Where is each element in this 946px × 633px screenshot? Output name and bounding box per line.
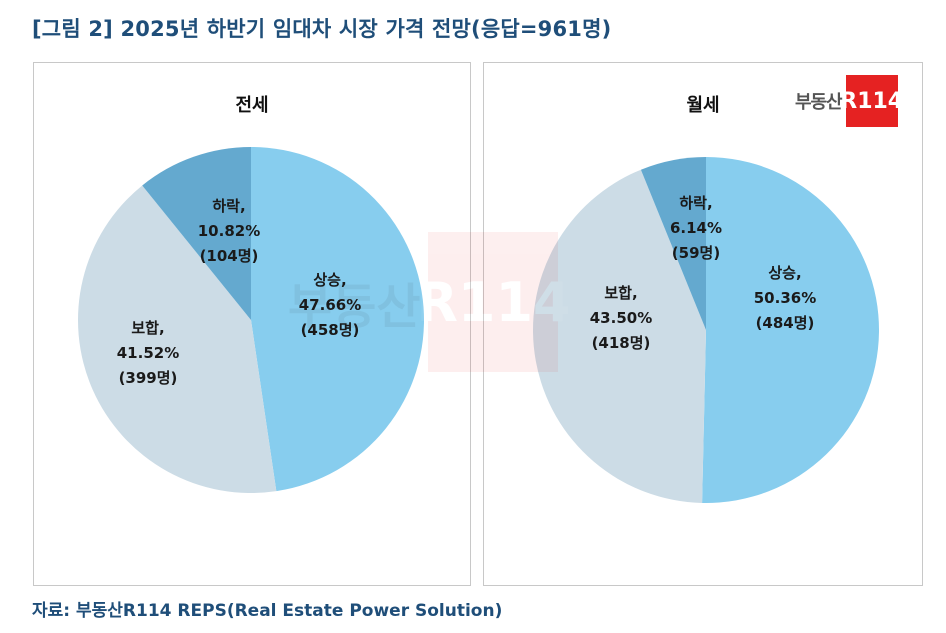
r114-logo: 부동산 R114 (795, 75, 903, 127)
slice-count-label: (418명) (592, 334, 651, 352)
logo-mark: R114 (840, 75, 903, 127)
slice-count-label: (399명) (119, 369, 178, 387)
slice-name-label: 보합, (604, 284, 637, 302)
pie-panel-jeonse: 전세 상승, 47.66% (458명) 보합, 41.52% (399명) 하락, 10.8… (33, 62, 471, 586)
slice-percent-label: 50.36% (754, 289, 816, 307)
slice-percent-label: 47.66% (299, 296, 361, 314)
source-note: 자료: 부동산R114 REPS(Real Estate Power Solut… (32, 601, 503, 621)
logo-text: 부동산 (795, 92, 843, 113)
slice-percent-label: 10.82% (198, 222, 260, 240)
slice-name-label: 하락, (212, 197, 245, 215)
pie-slice-2 (640, 157, 706, 330)
slice-percent-label: 6.14% (670, 219, 722, 237)
slice-count-label: (458명) (301, 321, 360, 339)
pie-chart-wolse: 상승, 50.36% (484명) 보합, 43.50% (418명) 하락, 6.14% (5… (533, 157, 879, 503)
pie-title-jeonse: 전세 (235, 95, 269, 116)
pie-slice-1 (533, 169, 706, 503)
slice-name-label: 상승, (768, 264, 801, 282)
slice-name-label: 상승, (313, 271, 346, 289)
slice-name-label: 하락, (679, 194, 712, 212)
pie-slice-0 (251, 147, 424, 492)
pie-slice-1 (78, 185, 277, 493)
slice-percent-label: 41.52% (117, 344, 179, 362)
pie-slice-0 (702, 157, 879, 503)
pie-title-wolse: 월세 (686, 95, 720, 116)
slice-count-label: (484명) (756, 314, 815, 332)
slice-count-label: (104명) (200, 247, 259, 265)
figure-title: [그림 2] 2025년 하반기 임대차 시장 가격 전망(응답=961명) (32, 17, 612, 41)
pie-panel-wolse: 월세 상승, 50.36% (484명) 보합, 43.50% (418명) 하락, 6.14… (483, 62, 923, 586)
pie-slice-2 (142, 147, 251, 320)
slice-percent-label: 43.50% (590, 309, 652, 327)
slice-name-label: 보합, (131, 319, 164, 337)
pie-chart-jeonse: 상승, 47.66% (458명) 보합, 41.52% (399명) 하락, 10.82% (… (78, 147, 424, 493)
slice-count-label: (59명) (672, 244, 720, 262)
